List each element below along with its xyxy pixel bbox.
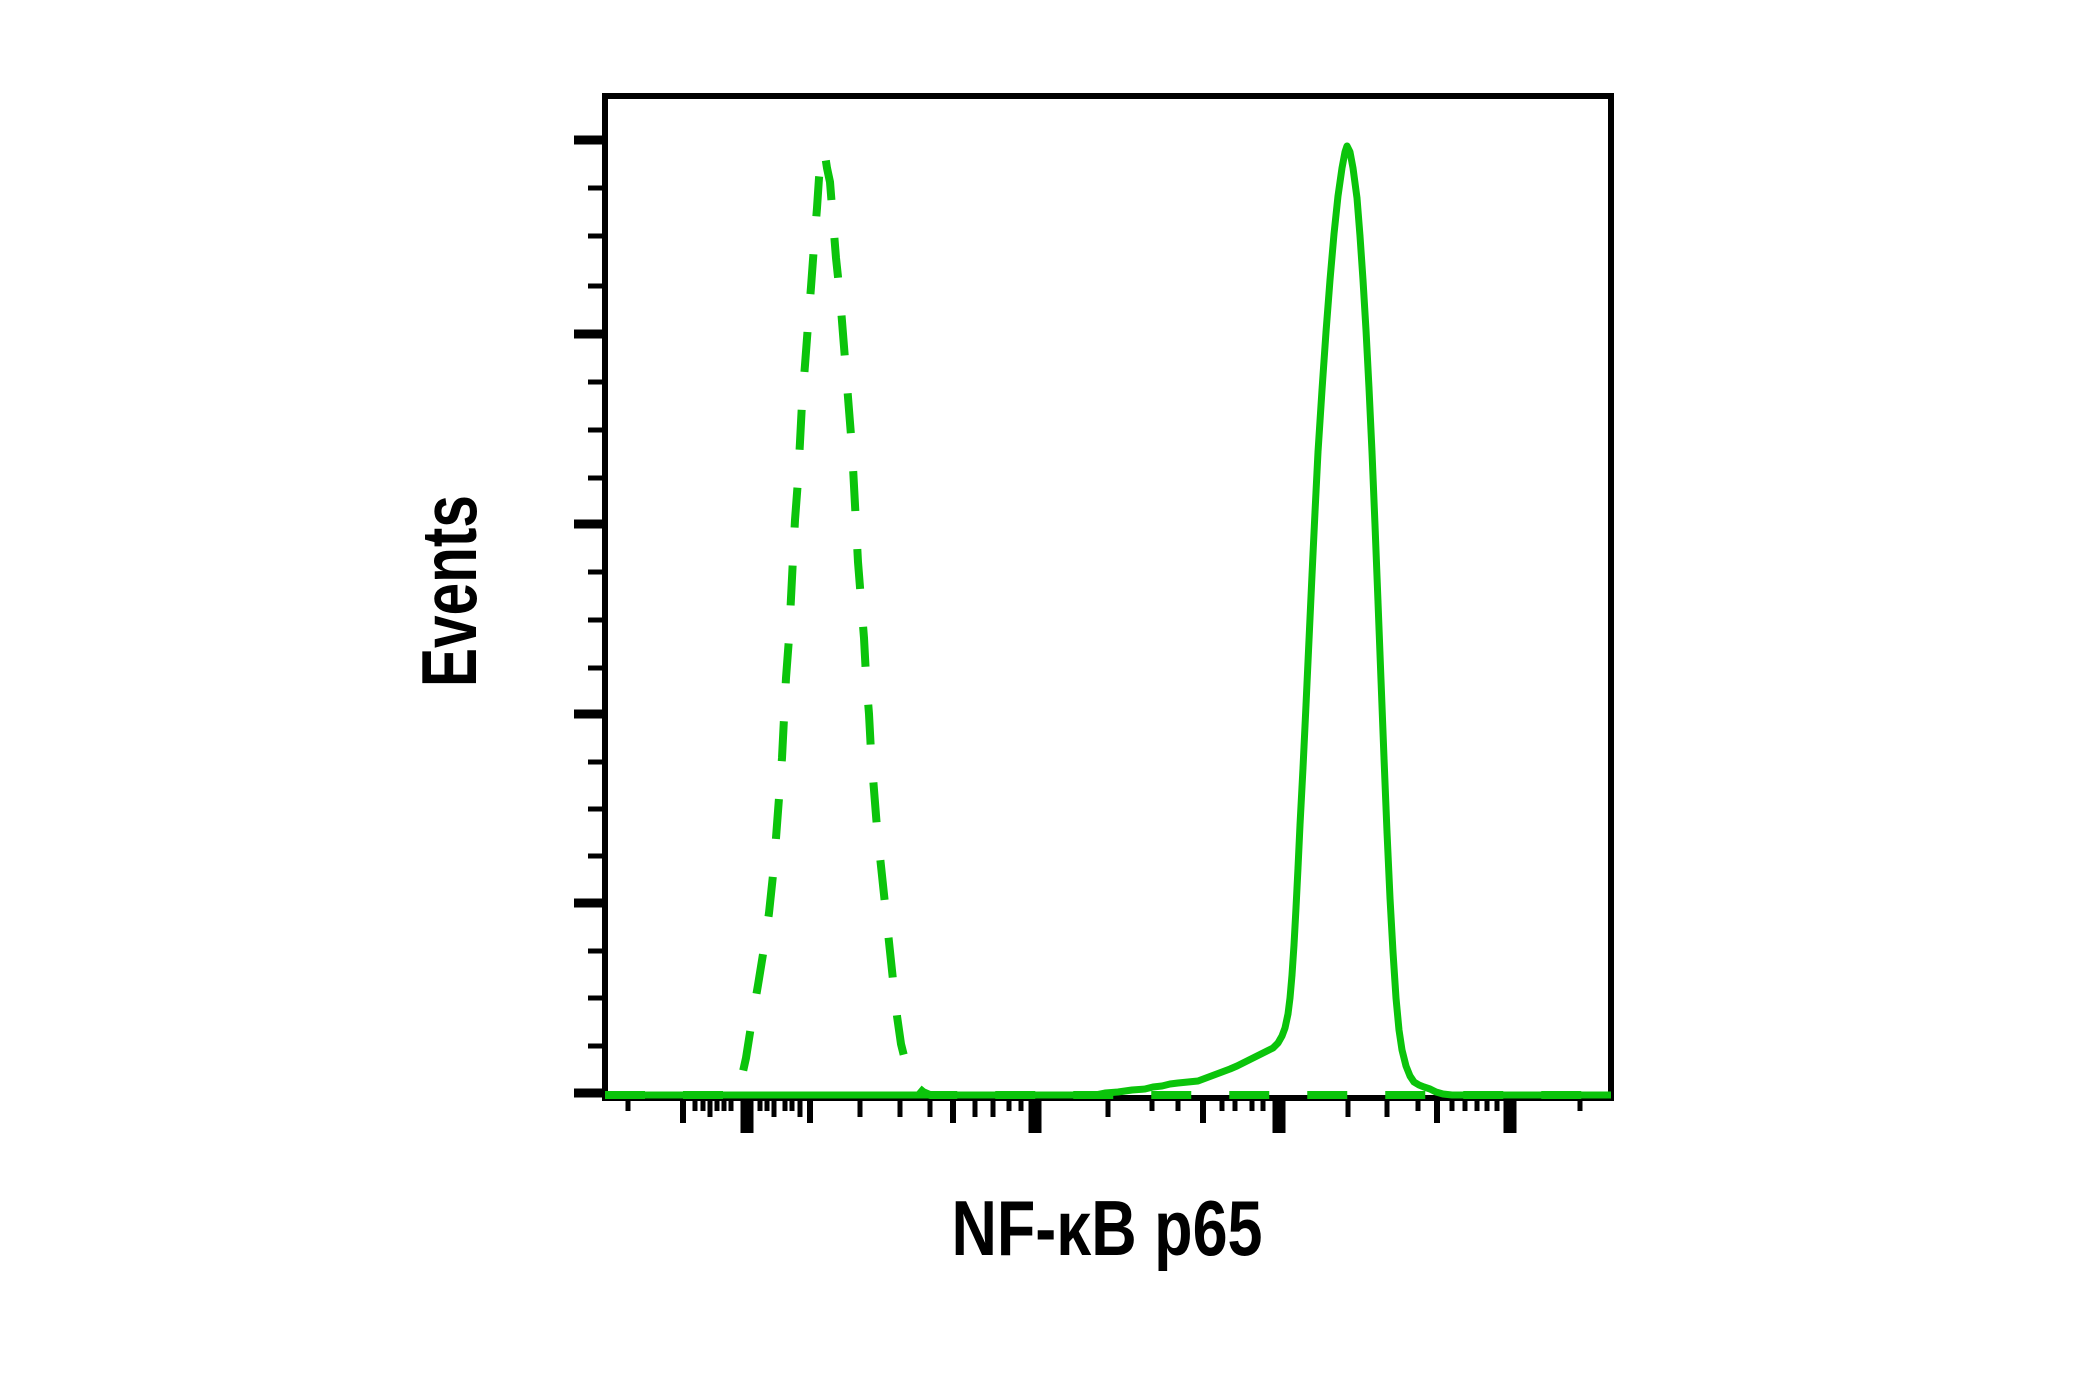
plot-frame xyxy=(602,93,1614,1101)
frame-rect xyxy=(602,93,1614,1101)
curve-solid-right-peak xyxy=(605,142,1611,1099)
axis-ticks xyxy=(574,135,1583,1133)
curve-dashed-left-peak xyxy=(605,146,1611,1099)
histogram-curves xyxy=(605,142,1611,1099)
x-axis-label: NF-κB p65 xyxy=(952,1184,1263,1272)
y-axis-label: Events xyxy=(405,495,493,687)
